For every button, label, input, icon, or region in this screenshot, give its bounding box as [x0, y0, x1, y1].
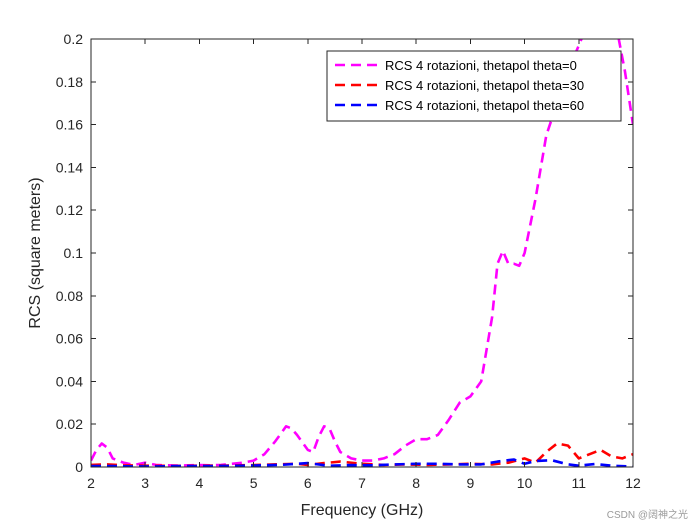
x-tick-label: 12: [625, 475, 641, 491]
y-tick-label: 0.14: [56, 159, 83, 175]
ticks-group: 2 3 4 5 6 7 8 9 10 11 12 0 0.02 0.04 0.06 0.08 0.1 0.12 0.…: [56, 31, 641, 491]
x-tick-label: 7: [358, 475, 366, 491]
y-axis-title: RCS (square meters): [27, 177, 44, 328]
x-tick-label: 8: [412, 475, 420, 491]
y-tick-label: 0.16: [56, 117, 83, 133]
watermark: CSDN @阔神之光: [606, 510, 688, 521]
legend-label-3: RCS 4 rotazioni, thetapol theta=60: [385, 98, 584, 113]
y-tick-label: 0.18: [56, 74, 83, 90]
legend: RCS 4 rotazioni, thetapol theta=0 RCS 4 r…: [326, 50, 622, 122]
x-tick-label: 9: [467, 475, 475, 491]
x-tick-label: 11: [572, 475, 587, 491]
y-tick-label: 0.2: [64, 31, 84, 47]
series-line-3: [91, 458, 633, 467]
x-tick-label: 2: [87, 475, 95, 491]
x-tick-label: 4: [196, 475, 204, 491]
y-tick-label: 0.02: [56, 416, 83, 432]
x-tick-label: 6: [304, 475, 312, 491]
x-tick-label: 5: [250, 475, 258, 491]
legend-label-1: RCS 4 rotazioni, thetapol theta=0: [385, 58, 577, 73]
y-tick-label: 0.12: [56, 202, 83, 218]
series-line-1: [91, 39, 633, 467]
x-tick-label: 3: [141, 475, 149, 491]
y-tick-label: 0: [75, 459, 83, 475]
y-tick-label: 0.06: [56, 331, 83, 347]
x-tick-label: 10: [517, 475, 533, 491]
legend-label-2: RCS 4 rotazioni, thetapol theta=30: [385, 78, 584, 93]
y-tick-label: 0.1: [64, 245, 84, 261]
x-axis-title: Frequency (GHz): [301, 502, 424, 519]
y-tick-label: 0.04: [56, 373, 83, 389]
y-tick-label: 0.08: [56, 288, 83, 304]
